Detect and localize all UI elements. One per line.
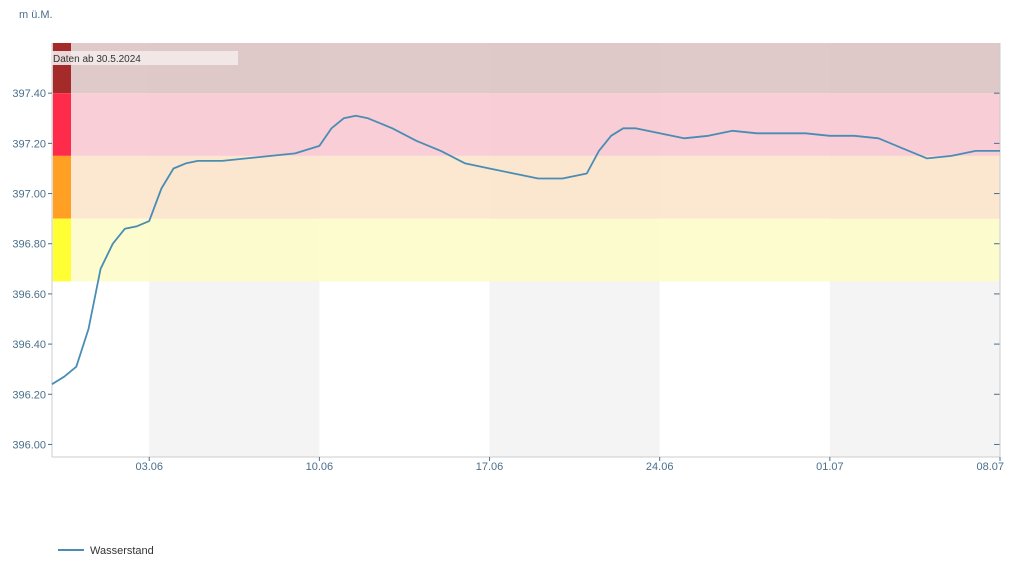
danger-zone-1 [52, 93, 1000, 156]
danger-level-marker-2 [53, 155, 71, 219]
annotation-label: Daten ab 30.5.2024 [53, 54, 141, 65]
y-axis-unit-label: m ü.M. [19, 9, 53, 21]
x-tick-label-4: 01.07 [816, 461, 844, 473]
y-tick-label-0: 396.00 [12, 439, 46, 451]
danger-zone-0 [52, 43, 1000, 94]
x-tick-label-3: 24.06 [646, 461, 674, 473]
y-tick-label-7: 397.40 [12, 88, 46, 100]
y-tick-label-5: 397.00 [12, 189, 46, 201]
x-tick-label-2: 17.06 [476, 461, 504, 473]
y-tick-label-1: 396.20 [12, 389, 46, 401]
danger-zone-2 [52, 155, 1000, 219]
y-tick-label-6: 397.20 [12, 138, 46, 150]
y-tick-label-4: 396.80 [12, 239, 46, 251]
y-tick-label-2: 396.40 [12, 339, 46, 351]
y-tick-label-3: 396.60 [12, 289, 46, 301]
x-tick-label-0: 03.06 [135, 461, 163, 473]
danger-level-marker-3 [53, 218, 71, 282]
annotation-box [52, 51, 238, 65]
legend-label-0: Wasserstand [90, 545, 154, 557]
danger-zone-3 [52, 218, 1000, 282]
series-line-0 [51, 114, 1000, 385]
danger-level-marker-0 [53, 43, 71, 94]
x-tick-label-5: 08.07 [976, 461, 1004, 473]
x-tick-label-1: 10.06 [306, 461, 334, 473]
danger-level-marker-1 [53, 93, 71, 156]
